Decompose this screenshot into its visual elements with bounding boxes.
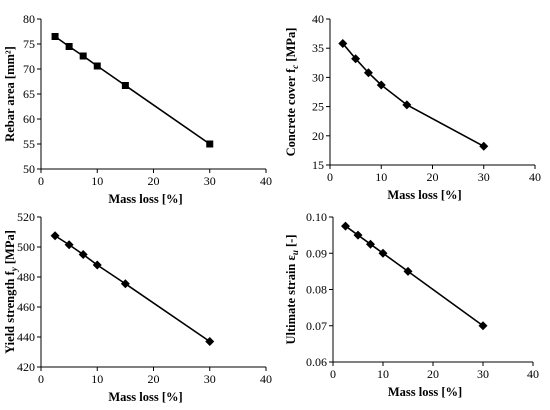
x-axis-title: Mass loss [%]: [387, 188, 461, 202]
y-tick-label: 480: [17, 270, 35, 284]
x-tick-label: 0: [327, 170, 333, 184]
data-point: [79, 52, 87, 60]
data-point: [206, 140, 214, 148]
data-point: [338, 39, 348, 49]
x-tick-label: 40: [527, 367, 539, 381]
y-tick-label: 30: [312, 70, 324, 84]
chart-yield-strength: 0 10 20 30 40 420 440 460 480 500 520 Mass loss [%]…: [0, 205, 275, 410]
x-tick-label: 10: [91, 174, 103, 188]
data-point: [93, 62, 101, 70]
data-point: [121, 82, 129, 89]
data-point: [376, 80, 386, 90]
y-tick-label: 35: [312, 41, 324, 55]
y-tick-label: 0.10: [306, 210, 327, 224]
data-point: [378, 248, 388, 258]
y-tick-label: 420: [17, 360, 35, 374]
y-axis-title: Rebar area [mm²]: [3, 46, 17, 142]
y-tick-label: 80: [23, 12, 35, 26]
x-tick-label: 20: [427, 170, 439, 184]
chart-rebar-area: 0 10 20 30 40 50 55 60 65 70 75 80 Mass loss [%] Reba…: [0, 0, 275, 206]
chart-ultimate-strain: 0 10 20 30 40 0.06 0.07 0.08 0.09 0.10 Mass loss […: [275, 205, 550, 410]
x-tick-label: 20: [148, 372, 160, 386]
x-tick-label: 30: [204, 174, 216, 188]
series-line: [345, 225, 484, 327]
chart-svg: 0 10 20 30 40 420 440 460 480 500 520 Mass loss [%]…: [3, 210, 272, 404]
chart-svg: 0 10 20 30 40 0.06 0.07 0.08 0.09 0.10 Mass loss […: [284, 210, 539, 399]
y-tick-label: 70: [23, 62, 35, 76]
data-point: [403, 266, 413, 276]
x-tick-label: 0: [330, 367, 336, 381]
y-axis-title: Concrete cover fc [MPa]: [284, 28, 300, 157]
x-axis-title: Mass loss [%]: [108, 192, 182, 206]
series-line: [342, 43, 485, 148]
chart-svg: 0 10 20 30 40 50 55 60 65 70 75 80 Mass loss [%] Reba…: [3, 12, 272, 206]
x-tick-label: 0: [38, 174, 44, 188]
series-line: [54, 35, 211, 145]
y-tick-label: 440: [17, 330, 35, 344]
data-point: [64, 240, 74, 250]
y-tick-label: 75: [23, 37, 35, 51]
y-tick-label: 0.06: [306, 355, 327, 369]
data-point: [363, 68, 373, 78]
data-point: [50, 231, 60, 241]
y-tick-label: 500: [17, 240, 35, 254]
data-point: [351, 54, 361, 64]
data-point: [51, 33, 59, 40]
y-tick-label: 60: [23, 112, 35, 126]
series-line: [54, 235, 211, 343]
y-tick-label: 50: [23, 162, 35, 176]
y-tick-label: 460: [17, 300, 35, 314]
x-tick-label: 0: [38, 372, 44, 386]
data-point: [478, 321, 488, 331]
y-tick-label: 25: [312, 100, 324, 114]
x-axis-title: Mass loss [%]: [108, 390, 182, 404]
data-point: [92, 260, 102, 270]
data-point: [366, 239, 375, 249]
x-tick-label: 30: [204, 372, 216, 386]
y-tick-label: 0.07: [306, 319, 327, 333]
x-tick-label: 30: [478, 170, 490, 184]
data-point: [353, 230, 363, 240]
y-tick-label: 20: [312, 129, 324, 143]
x-tick-label: 10: [377, 367, 389, 381]
data-point: [65, 43, 73, 50]
y-axis-title: Yield strength fy [MPa]: [3, 230, 19, 354]
data-point: [479, 141, 489, 151]
y-tick-label: 40: [312, 12, 324, 26]
data-point: [402, 100, 412, 110]
x-tick-label: 20: [427, 367, 439, 381]
y-tick-label: 15: [312, 158, 324, 172]
data-point: [78, 250, 88, 259]
chart-svg: 0 10 20 30 40 15 20 25 30 35 40 Mass loss [%] Concre…: [284, 12, 541, 202]
y-tick-label: 520: [17, 210, 35, 224]
x-tick-label: 40: [260, 372, 272, 386]
y-tick-label: 0.09: [306, 246, 327, 260]
x-axis-title: Mass loss [%]: [388, 385, 462, 399]
x-tick-label: 30: [477, 367, 489, 381]
y-tick-label: 55: [23, 137, 35, 151]
chart-concrete-cover: 0 10 20 30 40 15 20 25 30 35 40 Mass loss [%] Concre…: [275, 0, 550, 205]
x-tick-label: 40: [260, 174, 272, 188]
x-tick-label: 10: [375, 170, 387, 184]
data-point: [341, 221, 350, 231]
data-point: [120, 279, 130, 289]
data-point: [205, 337, 215, 346]
x-tick-label: 20: [148, 174, 160, 188]
y-tick-label: 65: [23, 87, 35, 101]
y-tick-label: 0.08: [306, 283, 327, 297]
y-axis-title: Ultimate strain εu [-]: [284, 235, 300, 345]
x-tick-label: 10: [91, 372, 103, 386]
x-tick-label: 40: [529, 170, 541, 184]
